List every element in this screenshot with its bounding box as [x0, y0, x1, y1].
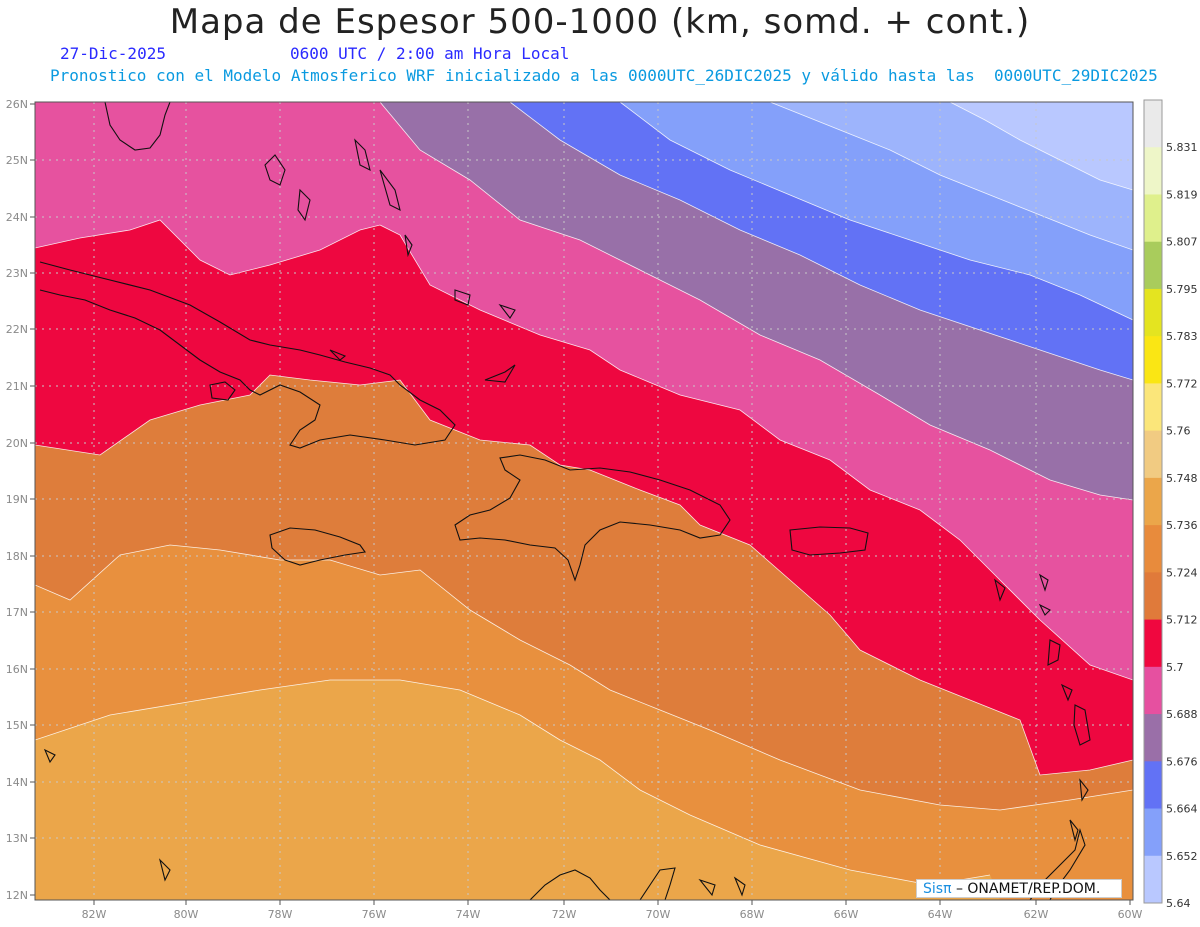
lon-label: 60W	[1118, 908, 1143, 921]
lon-label: 76W	[362, 908, 387, 921]
colorbar-swatch	[1144, 477, 1162, 526]
map-plot-area	[35, 102, 1133, 900]
lat-label: 26N	[6, 98, 28, 111]
colorbar-label: 5.795	[1166, 283, 1198, 296]
band-5664	[380, 102, 1133, 500]
lon-label: 66W	[834, 908, 859, 921]
band-5688	[35, 220, 1133, 775]
colorbar-swatch	[1144, 194, 1162, 243]
map-frame	[34, 101, 1134, 901]
lat-label: 16N	[6, 663, 28, 676]
colorbar-label: 5.64	[1166, 897, 1191, 910]
lon-label: 64W	[928, 908, 953, 921]
lat-label: 15N	[6, 719, 28, 732]
band-5700	[35, 375, 1133, 810]
colorbar-label: 5.831	[1166, 141, 1198, 154]
colorbar-swatch	[1144, 572, 1162, 621]
band-5616	[950, 102, 1133, 190]
colorbar-label: 5.664	[1166, 803, 1198, 816]
south-america-coast	[529, 869, 611, 900]
colorbar-swatch	[1144, 430, 1162, 479]
colorbar-swatch	[1144, 666, 1162, 715]
lon-label: 68W	[740, 908, 765, 921]
lon-label: 80W	[174, 908, 199, 921]
cuba-coast	[39, 261, 456, 449]
lat-label: 19N	[6, 493, 28, 506]
graticule	[35, 102, 1133, 900]
map-title: Mapa de Espesor 500-1000 (km, somd. + co…	[169, 2, 1031, 42]
colorbar-label: 5.688	[1166, 708, 1198, 721]
lon-label: 78W	[268, 908, 293, 921]
colorbar-swatch	[1144, 336, 1162, 384]
credit-box: Sisπ – ONAMET/REP.DOM.	[916, 879, 1122, 898]
band-5676	[35, 102, 1133, 680]
lat-label: 12N	[6, 889, 28, 902]
colorbar-swatch	[1144, 147, 1162, 195]
forecast-date: 27-Dic-2025	[60, 44, 166, 63]
lon-label: 70W	[646, 908, 671, 921]
colorbar-swatch	[1144, 288, 1162, 337]
lat-label: 14N	[6, 776, 28, 789]
colorbar: 5.831 5.819 5.807 5.795 5.783 5.772 5.76 5.748 5…	[1143, 99, 1198, 910]
lat-label: 21N	[6, 380, 28, 393]
jamaica-coast	[269, 527, 366, 566]
band-5712	[35, 545, 1133, 900]
lon-label: 62W	[1024, 908, 1049, 921]
lat-label: 20N	[6, 437, 28, 450]
lat-label: 22N	[6, 323, 28, 336]
lon-label: 82W	[82, 908, 107, 921]
credit-text: – ONAMET/REP.DOM.	[955, 881, 1101, 897]
colorbar-frame	[1143, 99, 1163, 904]
colorbar-swatch	[1144, 808, 1162, 857]
colorbar-label: 5.76	[1166, 425, 1191, 438]
band-5724	[35, 680, 1000, 900]
colorbar-label: 5.7	[1166, 661, 1184, 674]
lat-label: 17N	[6, 606, 28, 619]
contour-lines	[35, 102, 1133, 886]
forecast-description: Pronostico con el Modelo Atmosferico WRF…	[50, 66, 1158, 85]
coastlines	[39, 102, 1091, 900]
lat-label: 25N	[6, 154, 28, 167]
colorbar-label: 5.783	[1166, 330, 1198, 343]
lon-label: 72W	[552, 908, 577, 921]
colorbar-label: 5.748	[1166, 472, 1198, 485]
colorbar-swatch	[1144, 761, 1162, 810]
colorbar-swatch	[1144, 855, 1162, 904]
colorbar-label: 5.807	[1166, 236, 1198, 249]
colorbar-label: 5.652	[1166, 850, 1198, 863]
colorbar-label: 5.724	[1166, 566, 1198, 579]
colorbar-label: 5.712	[1166, 614, 1198, 627]
puerto-rico-coast	[789, 526, 869, 556]
colorbar-label: 5.819	[1166, 188, 1198, 201]
colorbar-swatch	[1144, 619, 1162, 668]
latitude-labels: 26N 25N 24N 23N 22N 21N 20N 19N 18N 17N …	[6, 98, 28, 902]
colorbar-swatch	[1144, 241, 1162, 290]
forecast-time: 0600 UTC / 2:00 am Hora Local	[290, 44, 570, 63]
colorbar-swatch	[1144, 100, 1162, 148]
band-5652	[510, 102, 1133, 380]
isla-juventud-coast	[209, 381, 236, 401]
florida-coast	[104, 102, 171, 151]
colorbar-label: 5.676	[1166, 755, 1198, 768]
sispi-logo: Sisπ	[923, 881, 952, 897]
colorbar-swatch	[1144, 714, 1162, 762]
colorbar-swatch	[1144, 525, 1162, 573]
lon-label: 74W	[456, 908, 481, 921]
lat-label: 13N	[6, 832, 28, 845]
lat-label: 24N	[6, 211, 28, 224]
hispaniola-coast	[454, 454, 731, 582]
colorbar-label: 5.736	[1166, 519, 1198, 532]
bahamas-island	[264, 154, 286, 186]
lat-label: 18N	[6, 550, 28, 563]
lat-label: 23N	[6, 267, 28, 280]
colorbar-swatch	[1144, 383, 1162, 432]
colorbar-label: 5.772	[1166, 377, 1198, 390]
longitude-labels: 82W 80W 78W 76W 74W 72W 70W 68W 66W 64W …	[82, 908, 1143, 921]
